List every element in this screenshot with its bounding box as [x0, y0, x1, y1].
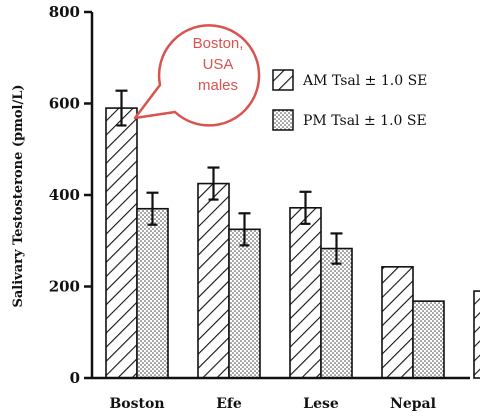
x-category-label: Efe: [216, 396, 242, 412]
bar-pm: [320, 247, 353, 379]
x-axis: BostonEfeLeseNepalAche: [92, 376, 470, 412]
bar-am: [197, 182, 230, 379]
legend-label-pm: PM Tsal ± 1.0 SE: [303, 113, 427, 129]
annotation-line-3: males: [198, 77, 238, 94]
error-bars: [115, 89, 343, 265]
legend-swatch-pm: [272, 109, 294, 131]
legend: AM Tsal ± 1.0 SE PM Tsal ± 1.0 SE: [272, 69, 427, 131]
y-tick-label: 200: [49, 278, 80, 296]
annotation-line-2: USA: [203, 56, 234, 73]
bar-am: [473, 290, 480, 379]
bar-am: [105, 107, 138, 379]
x-category-label: Nepal: [390, 396, 436, 412]
bar-pm: [412, 300, 445, 379]
legend-swatch-am: [272, 69, 294, 91]
bar-am: [381, 266, 414, 379]
y-tick-label: 0: [70, 369, 80, 387]
annotation-bubble-shape: [133, 24, 261, 127]
y-tick-label: 600: [49, 95, 80, 113]
annotation-line-1: Boston,: [193, 35, 244, 52]
bar-am: [289, 207, 322, 379]
y-tick-label: 800: [49, 3, 80, 21]
legend-label-am: AM Tsal ± 1.0 SE: [302, 73, 427, 89]
bars: [105, 107, 480, 379]
y-tick-label: 400: [49, 186, 80, 204]
y-axis: 0 200 400 600 800: [49, 3, 94, 387]
y-axis-label: Salivary Testosterone (pmol/L): [11, 84, 26, 307]
annotation-bubble: Boston, USA males: [133, 24, 261, 127]
bar-pm: [136, 207, 169, 379]
bar-pm: [228, 228, 261, 379]
x-category-label: Boston: [109, 396, 164, 412]
x-category-label: Lese: [303, 396, 339, 412]
